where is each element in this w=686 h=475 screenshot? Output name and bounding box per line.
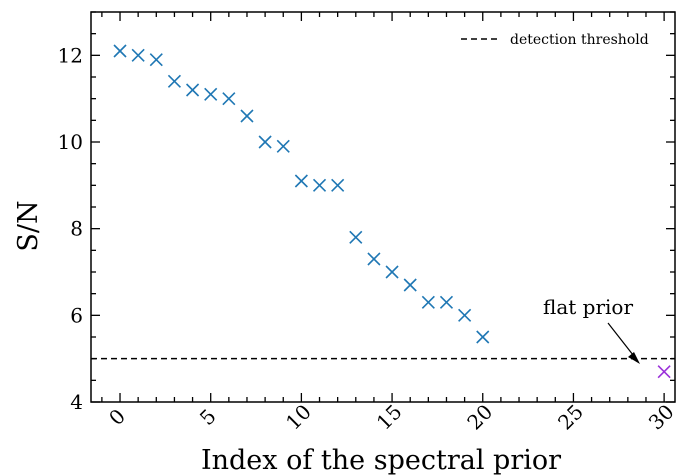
data-point xyxy=(476,330,490,344)
data-points xyxy=(113,44,671,379)
y-tick-label: 4 xyxy=(70,390,83,414)
annotation-arrow-head xyxy=(628,352,640,364)
data-point xyxy=(312,178,327,192)
data-point xyxy=(349,230,363,244)
flat-prior-point xyxy=(657,365,671,379)
x-tick-label: 15 xyxy=(372,400,407,435)
data-point xyxy=(385,265,399,279)
x-tick-label: 0 xyxy=(104,404,130,430)
data-point xyxy=(367,252,381,266)
data-point xyxy=(331,178,345,192)
axis-ticks: 0 5 10 15 20 25 30 4 6 8 10 12 xyxy=(58,11,679,435)
data-point xyxy=(403,278,417,292)
x-tick-label: 20 xyxy=(462,400,497,435)
x-tick-label: 10 xyxy=(281,400,316,435)
data-point xyxy=(294,174,308,188)
x-tick-label: 5 xyxy=(195,404,221,430)
data-point xyxy=(421,295,435,309)
x-tick-label: 25 xyxy=(553,400,588,435)
data-point xyxy=(185,83,200,97)
data-point xyxy=(204,87,218,101)
data-point xyxy=(258,135,272,149)
legend: detection threshold xyxy=(461,32,649,48)
plot-frame xyxy=(90,11,676,403)
legend-label: detection threshold xyxy=(510,32,649,48)
data-point xyxy=(131,48,145,62)
y-axis-title: S/N xyxy=(13,200,44,251)
data-point xyxy=(167,74,181,88)
annotation: flat prior xyxy=(543,295,640,364)
data-point xyxy=(113,44,127,58)
data-point xyxy=(276,139,290,153)
data-point xyxy=(439,295,454,309)
data-point xyxy=(222,92,236,106)
y-tick-label: 6 xyxy=(70,303,83,327)
y-tick-label: 10 xyxy=(58,130,83,154)
data-point xyxy=(240,109,254,123)
data-point xyxy=(149,53,163,67)
x-tick-label: 30 xyxy=(644,400,679,435)
annotation-text: flat prior xyxy=(543,295,633,319)
y-tick-label: 12 xyxy=(58,43,83,67)
data-point xyxy=(458,308,472,322)
x-axis-title: Index of the spectral prior xyxy=(201,445,561,475)
y-tick-label: 8 xyxy=(70,217,83,241)
